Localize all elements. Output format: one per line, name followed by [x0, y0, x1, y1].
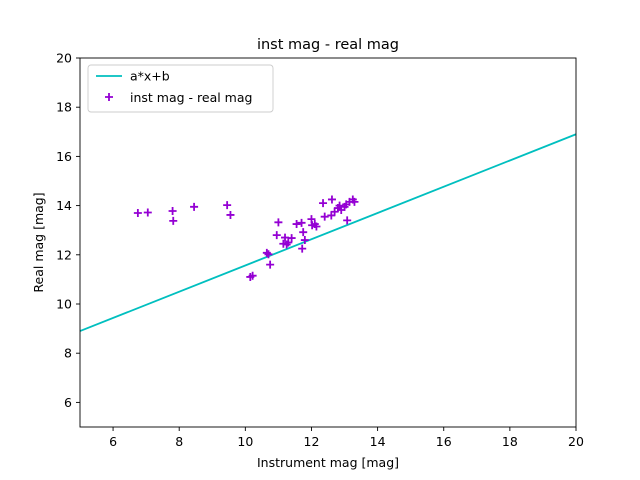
y-tick-label: 12 — [56, 247, 72, 262]
data-point — [168, 207, 177, 216]
y-axis-label: Real mag [mag] — [31, 192, 46, 292]
y-tick-label: 6 — [64, 395, 72, 410]
y-tick-label: 8 — [64, 346, 72, 361]
x-axis: 6 8 10 12 14 16 18 20 — [109, 427, 584, 449]
data-point — [343, 216, 352, 225]
x-axis-label: Instrument mag [mag] — [257, 455, 399, 470]
y-tick-label: 18 — [56, 100, 72, 115]
scatter-layer — [133, 195, 359, 281]
data-point — [350, 197, 359, 206]
data-point — [272, 231, 281, 240]
legend: a*x+b inst mag - real mag — [87, 64, 274, 113]
legend-marker-swatch — [105, 93, 113, 101]
x-tick-label: 8 — [175, 434, 183, 449]
line-layer — [79, 133, 577, 332]
y-tick-label: 10 — [56, 297, 72, 312]
data-point — [264, 250, 273, 259]
data-point — [248, 271, 257, 280]
data-point — [292, 220, 301, 229]
data-point — [133, 208, 142, 217]
data-point — [327, 195, 336, 204]
chart-title: inst mag - real mag — [257, 37, 399, 53]
y-tick-label: 16 — [56, 149, 72, 164]
data-point — [143, 208, 152, 217]
data-point — [312, 222, 321, 231]
y-tick-label: 20 — [56, 51, 72, 66]
legend-line-label: a*x+b — [130, 69, 170, 84]
x-tick-label: 18 — [502, 434, 518, 449]
data-point — [223, 201, 232, 210]
data-point — [300, 236, 309, 245]
data-point — [169, 216, 178, 225]
data-point — [335, 201, 344, 210]
data-point — [226, 210, 235, 219]
data-point — [284, 238, 293, 247]
plot-area — [79, 133, 577, 332]
data-point — [266, 260, 275, 269]
data-point — [262, 248, 271, 257]
data-point — [298, 244, 307, 253]
y-tick-label: 14 — [56, 198, 72, 213]
y-axis: 6 8 10 12 14 16 18 20 — [56, 51, 80, 410]
data-point — [320, 212, 329, 221]
data-point — [299, 228, 308, 237]
fit-line — [79, 133, 577, 332]
x-tick-label: 20 — [568, 434, 584, 449]
legend-marker-label: inst mag - real mag — [130, 90, 252, 105]
legend-box — [87, 64, 274, 113]
data-point — [297, 218, 306, 227]
data-point — [274, 218, 283, 227]
data-point — [287, 234, 296, 243]
data-point — [190, 202, 199, 211]
x-tick-label: 14 — [370, 434, 386, 449]
plot-frame — [79, 57, 577, 428]
x-tick-label: 10 — [237, 434, 253, 449]
data-point — [319, 199, 328, 208]
x-tick-label: 16 — [436, 434, 452, 449]
x-tick-label: 6 — [109, 434, 117, 449]
x-tick-label: 12 — [304, 434, 320, 449]
